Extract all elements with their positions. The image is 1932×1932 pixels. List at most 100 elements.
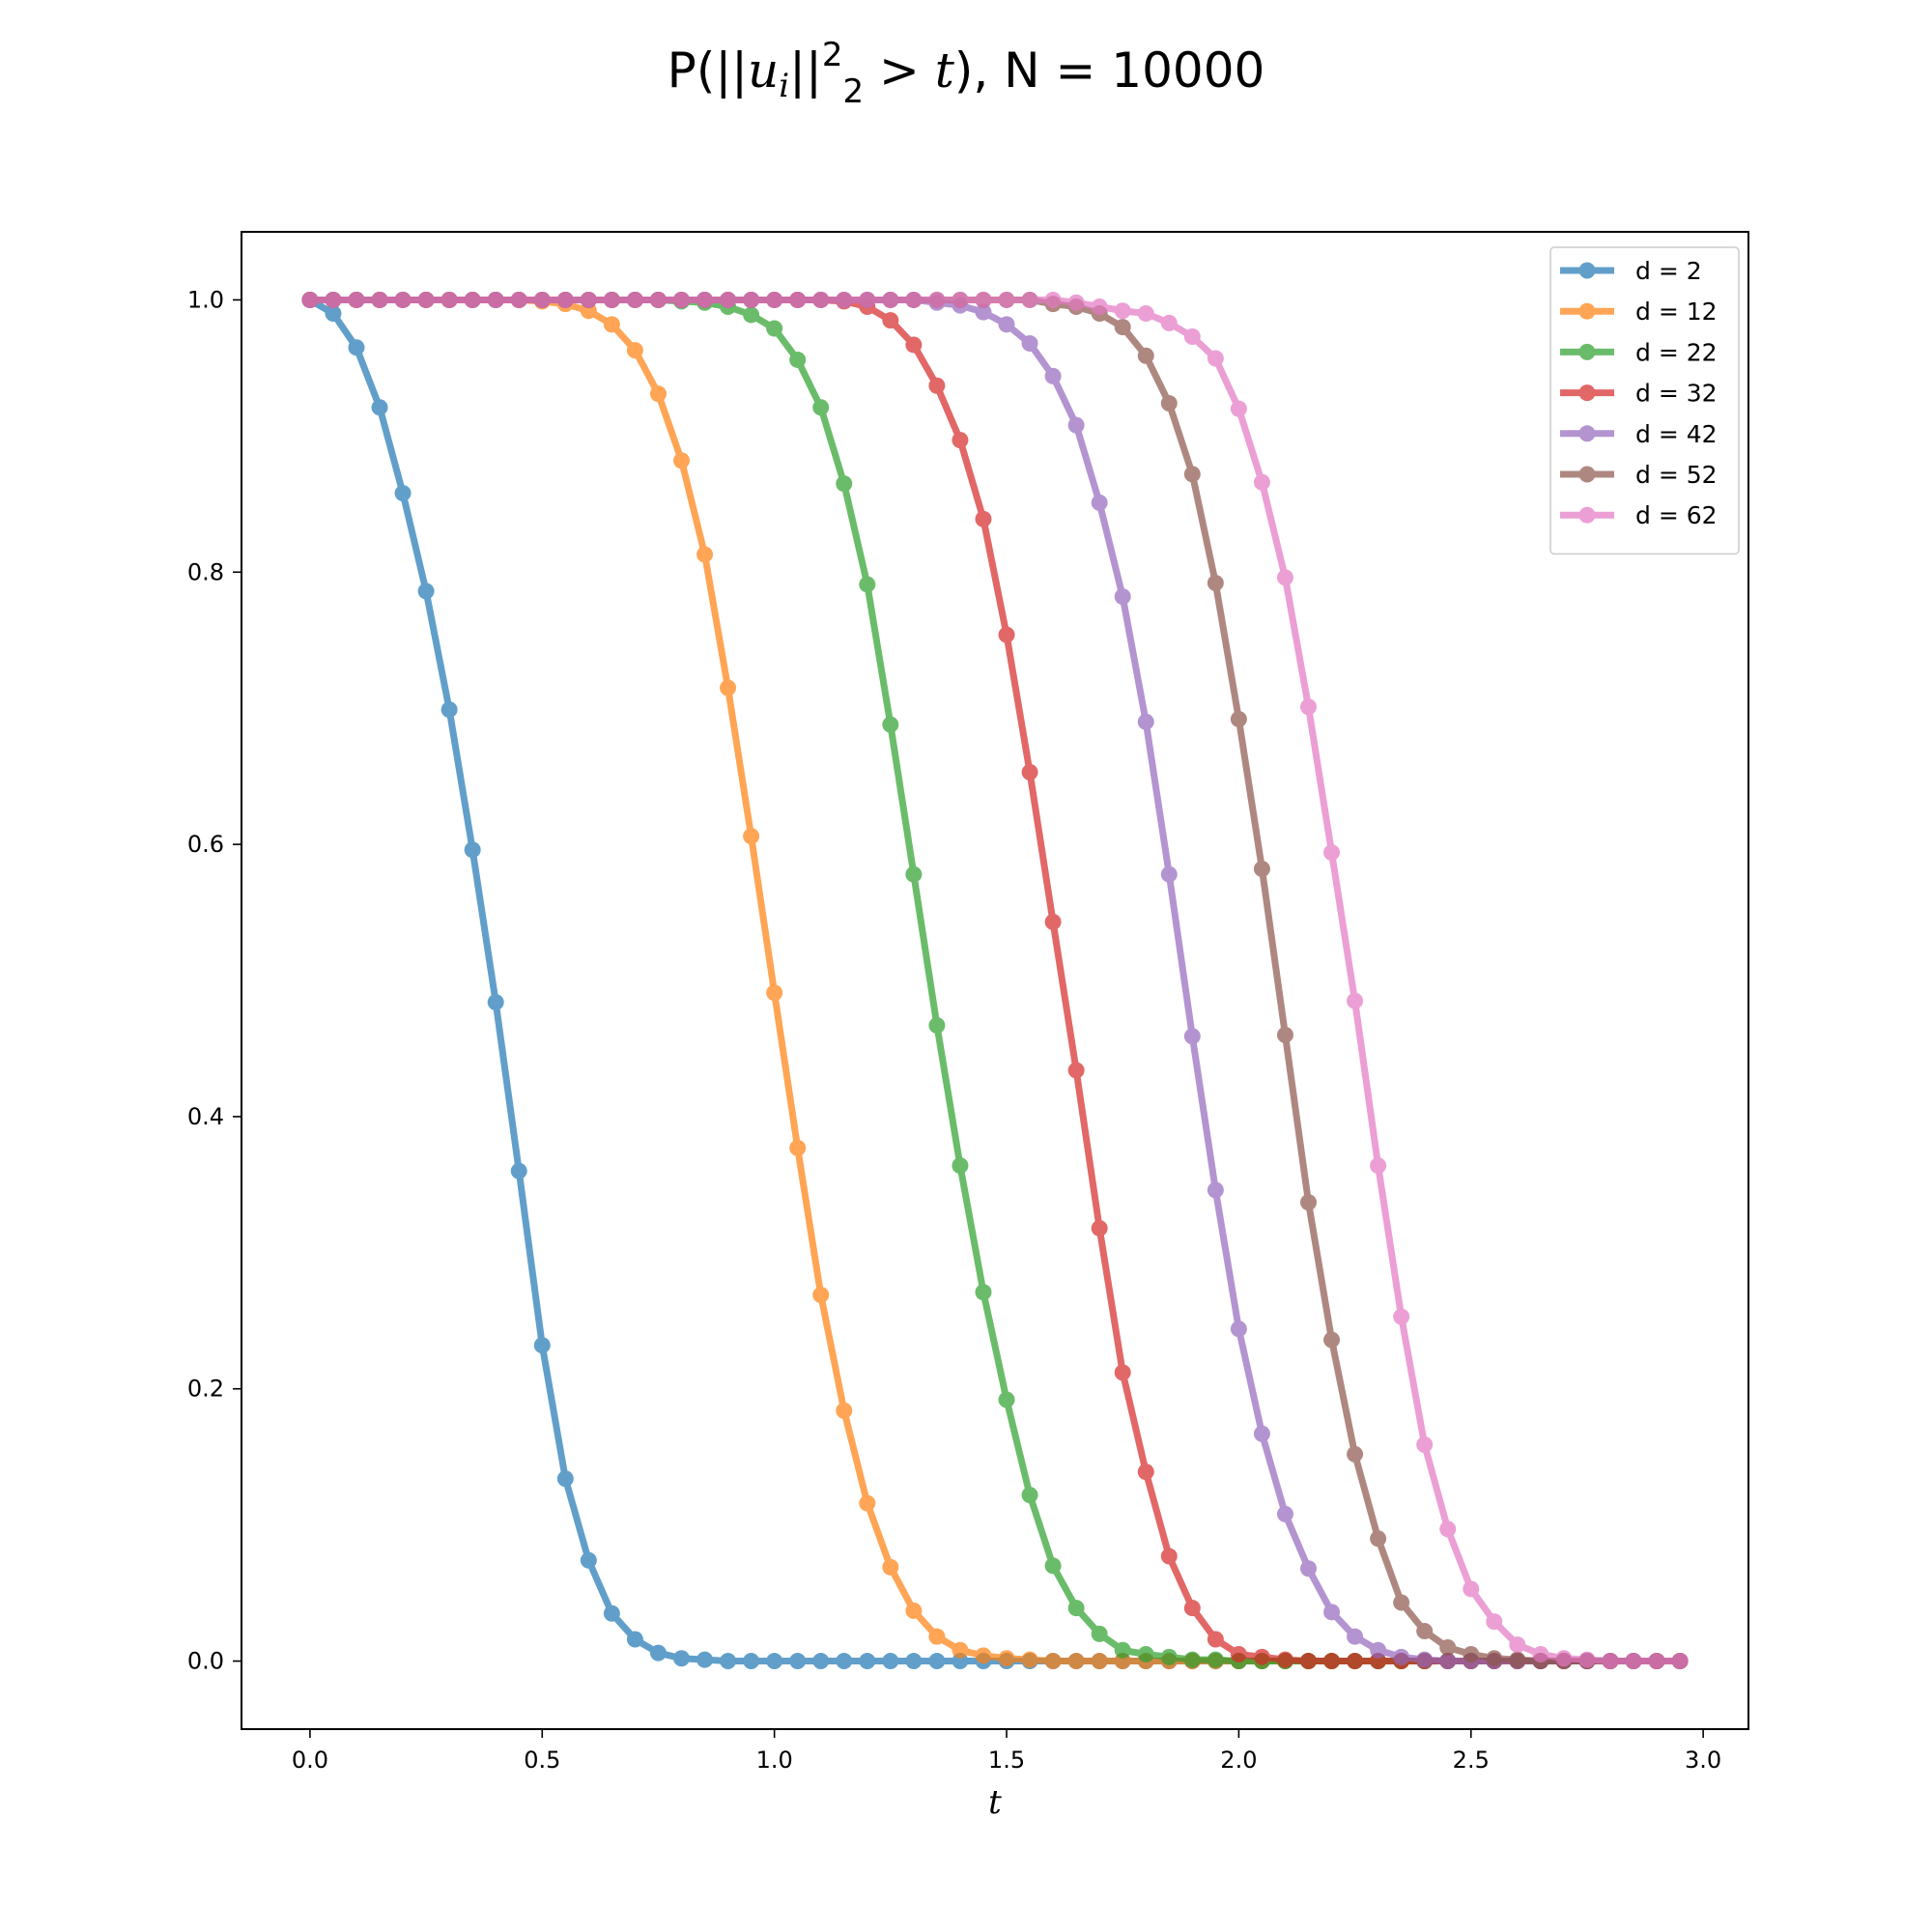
- data-point: [371, 399, 388, 416]
- data-point: [882, 1653, 899, 1670]
- legend-label: d = 2: [1635, 257, 1702, 285]
- legend-item: d = 62: [1560, 501, 1718, 529]
- data-point: [1463, 1580, 1480, 1598]
- data-point: [882, 1558, 899, 1576]
- data-point: [603, 291, 620, 308]
- data-point: [1044, 1653, 1062, 1670]
- data-point: [1370, 1530, 1387, 1548]
- data-point: [1044, 913, 1062, 930]
- data-point: [1509, 1651, 1526, 1668]
- data-point: [1276, 569, 1293, 586]
- data-point: [1183, 466, 1201, 483]
- data-point: [789, 1653, 807, 1670]
- x-tick-label: 0.5: [524, 1747, 560, 1774]
- data-point: [882, 312, 899, 329]
- data-point: [1671, 1653, 1689, 1670]
- data-point: [673, 291, 690, 308]
- legend-swatch: [1560, 466, 1614, 483]
- data-point: [812, 1653, 830, 1670]
- data-point: [464, 291, 481, 308]
- data-point: [1439, 1638, 1457, 1656]
- data-point: [1323, 1653, 1341, 1670]
- data-point: [928, 1628, 946, 1645]
- data-point: [882, 291, 899, 308]
- data-point: [743, 306, 760, 324]
- y-tick-label: 0.8: [187, 558, 224, 585]
- data-point: [556, 291, 574, 308]
- data-point: [626, 1631, 643, 1648]
- data-point: [952, 1641, 969, 1659]
- data-point: [1253, 1425, 1270, 1442]
- data-point: [882, 716, 899, 733]
- data-point: [905, 336, 923, 354]
- data-point: [928, 1653, 946, 1670]
- data-point: [743, 291, 760, 308]
- legend-item: d = 12: [1560, 298, 1718, 326]
- data-point: [1183, 1028, 1201, 1045]
- data-point: [766, 291, 783, 308]
- data-point: [1207, 1631, 1224, 1648]
- x-tick-label: 1.5: [988, 1747, 1025, 1774]
- data-point: [1555, 1650, 1573, 1667]
- legend-item: d = 2: [1560, 257, 1702, 285]
- y-tick-label: 0.6: [187, 831, 224, 858]
- data-point: [1416, 1436, 1434, 1453]
- data-point: [1137, 305, 1154, 323]
- data-point: [1323, 1331, 1341, 1349]
- axes-frame: [241, 231, 1749, 1730]
- data-point: [743, 1653, 760, 1670]
- data-point: [998, 1391, 1015, 1408]
- data-point: [325, 305, 342, 323]
- data-point: [1160, 1648, 1178, 1665]
- series-d-2: [301, 291, 1689, 1670]
- data-point: [905, 291, 923, 308]
- data-point: [905, 866, 923, 883]
- data-point: [1044, 1557, 1062, 1575]
- data-point: [325, 291, 342, 308]
- x-tick-label: 0.0: [292, 1747, 328, 1774]
- data-point: [1207, 1181, 1224, 1199]
- data-point: [1021, 1487, 1038, 1504]
- data-point: [417, 291, 435, 308]
- data-point: [1347, 1628, 1364, 1645]
- y-tick-label: 0.2: [187, 1376, 224, 1403]
- data-point: [952, 1157, 969, 1175]
- ticks-layer: 0.0 0.5 1.0 1.5 2.0 2.5 3.0 0.0 0.2 0.4 0.6 0.8 1.0: [187, 286, 1721, 1774]
- series-d-32: [301, 291, 1689, 1670]
- x-tick-label: 1.0: [756, 1747, 793, 1774]
- data-point: [649, 385, 667, 403]
- data-point: [743, 828, 760, 845]
- series-d-22: [301, 291, 1689, 1670]
- data-point: [836, 291, 853, 308]
- data-point: [1393, 1308, 1410, 1325]
- series-line: [309, 296, 1681, 1665]
- data-point: [1300, 698, 1317, 716]
- x-axis-label: t: [988, 1783, 1002, 1822]
- data-point: [859, 291, 876, 308]
- data-point: [1183, 1600, 1201, 1617]
- legend-label: d = 22: [1635, 338, 1718, 366]
- data-point: [859, 576, 876, 593]
- data-point: [928, 291, 946, 308]
- legend-item: d = 52: [1560, 461, 1718, 489]
- data-point: [1300, 1653, 1317, 1670]
- series-d-52: [301, 291, 1689, 1670]
- data-point: [766, 984, 783, 1002]
- legend-swatch: [1560, 262, 1614, 279]
- legend-label: d = 12: [1635, 298, 1718, 326]
- data-point: [812, 291, 830, 308]
- legend-swatch: [1560, 384, 1614, 402]
- series-line: [309, 296, 1681, 1665]
- data-point: [487, 291, 504, 308]
- data-point: [1067, 1062, 1085, 1079]
- data-point: [859, 1494, 876, 1512]
- data-point: [766, 1653, 783, 1670]
- legend-swatch: [1560, 302, 1614, 320]
- series-d-12: [301, 291, 1689, 1670]
- data-point: [673, 452, 690, 469]
- data-point: [1067, 1600, 1085, 1617]
- data-point: [975, 510, 992, 527]
- data-point: [696, 546, 714, 563]
- series-line: [309, 296, 1681, 1665]
